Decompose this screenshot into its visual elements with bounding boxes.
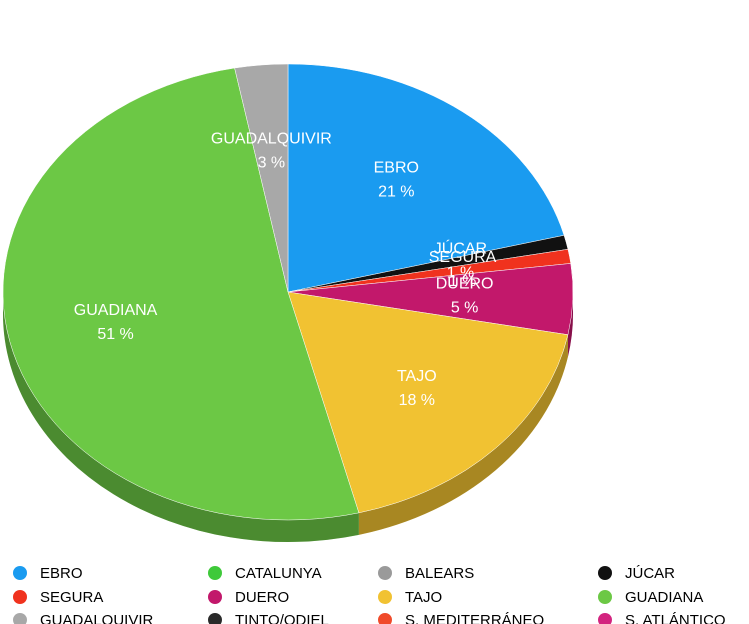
slice bbox=[2, 67, 360, 521]
slice bbox=[287, 291, 569, 514]
slice bbox=[287, 63, 565, 293]
legend-swatch bbox=[208, 590, 222, 604]
legend-label: TAJO bbox=[405, 589, 442, 606]
slice-name: GUADIANA bbox=[74, 302, 158, 319]
slice bbox=[234, 63, 289, 293]
legend-label: GUADIANA bbox=[625, 589, 703, 606]
slice-name: JÚCAR bbox=[434, 238, 487, 257]
legend-swatch bbox=[598, 613, 612, 624]
legend-swatch bbox=[208, 613, 222, 624]
legend-swatch bbox=[378, 566, 392, 580]
legend-label: S. MEDITERRÁNEO bbox=[405, 612, 544, 624]
pie-sides bbox=[3, 292, 573, 542]
legend-swatch bbox=[598, 566, 612, 580]
slice-side bbox=[358, 334, 568, 535]
legend-label: SEGURA bbox=[40, 589, 103, 606]
slice-value: 1 % bbox=[447, 264, 475, 281]
slice-name: TAJO bbox=[397, 368, 437, 385]
legend-label: TINTO/ODIEL bbox=[235, 612, 329, 624]
legend-swatch bbox=[378, 590, 392, 604]
slice-value: 3 % bbox=[258, 154, 286, 171]
slice-value: 1 % bbox=[449, 273, 477, 290]
legend-swatch bbox=[13, 590, 27, 604]
legend-label: GUADALQUIVIR bbox=[40, 612, 154, 624]
legend-swatch bbox=[13, 613, 27, 624]
slice-name: SEGURA bbox=[429, 249, 497, 266]
slice-name: EBRO bbox=[374, 160, 419, 177]
legend-label: JÚCAR bbox=[625, 565, 675, 582]
legend-label: DUERO bbox=[235, 589, 289, 606]
legend: EBRO CATALUNYA BALEARS JÚCAR SEGURA DUERO TAJO… bbox=[13, 565, 726, 624]
slice-value: 5 % bbox=[451, 300, 479, 317]
legend-label: BALEARS bbox=[405, 565, 474, 582]
slice-name: GUADALQUIVIR bbox=[211, 130, 332, 147]
legend-swatch bbox=[208, 566, 222, 580]
legend-label: EBRO bbox=[40, 565, 83, 582]
pie-top bbox=[2, 63, 574, 521]
legend-label: S. ATLÁNTICO bbox=[625, 612, 726, 624]
legend-swatch bbox=[378, 613, 392, 624]
slice-value: 51 % bbox=[97, 326, 133, 343]
legend-swatch bbox=[13, 566, 27, 580]
legend-swatch bbox=[598, 590, 612, 604]
slice-side-shade bbox=[358, 334, 568, 535]
slice-value: 21 % bbox=[378, 184, 414, 201]
slice-side bbox=[567, 292, 573, 357]
legend-label: CATALUNYA bbox=[235, 565, 322, 582]
slice-side-shade bbox=[567, 292, 573, 357]
slice-name: DUERO bbox=[436, 276, 494, 293]
slice-value: 18 % bbox=[399, 392, 435, 409]
